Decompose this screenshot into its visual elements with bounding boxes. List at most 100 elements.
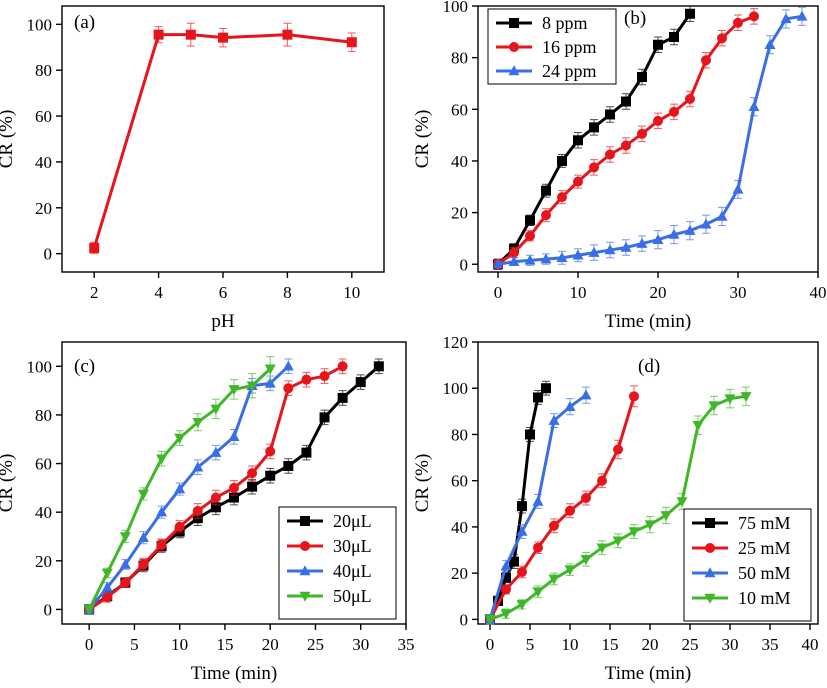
data-point — [525, 429, 535, 440]
data-point — [516, 600, 528, 611]
data-point — [604, 244, 616, 255]
x-tick-label: 30 — [352, 635, 369, 654]
x-tick-label: 0 — [486, 635, 495, 654]
legend-marker — [300, 516, 310, 526]
data-point — [246, 381, 258, 392]
panel-label: (b) — [624, 8, 646, 29]
data-point — [692, 420, 704, 431]
data-point — [733, 17, 743, 28]
data-point — [668, 228, 680, 239]
data-point — [319, 412, 330, 423]
data-point — [524, 254, 536, 265]
x-tick-label: 25 — [682, 635, 699, 654]
legend-marker — [705, 518, 715, 528]
legend-marker — [299, 591, 311, 602]
data-point — [102, 592, 113, 603]
data-point — [573, 135, 583, 146]
data-point — [596, 543, 608, 554]
data-point — [508, 255, 520, 266]
data-point — [581, 493, 591, 504]
data-point — [210, 446, 222, 457]
data-point — [153, 29, 164, 40]
data-point — [337, 361, 348, 372]
data-point — [156, 454, 168, 465]
data-point — [346, 37, 357, 48]
x-tick-label: 0 — [494, 283, 503, 302]
y-axis-label: CR (%) — [412, 110, 433, 169]
data-point — [319, 371, 330, 382]
data-point — [637, 128, 647, 139]
legend-marker — [704, 567, 716, 578]
data-point — [533, 392, 543, 403]
data-point — [283, 460, 294, 471]
y-tick-label: 100 — [443, 0, 469, 16]
data-point — [337, 392, 348, 403]
data-point — [764, 38, 776, 49]
data-point — [629, 391, 639, 402]
data-point — [500, 560, 512, 571]
data-point — [717, 33, 727, 44]
data-point — [556, 252, 568, 263]
x-tick-label: 15 — [216, 635, 233, 654]
y-tick-label: 80 — [451, 425, 468, 444]
data-point — [724, 394, 736, 405]
y-tick-label: 60 — [451, 472, 468, 491]
legend-marker — [509, 18, 519, 28]
data-point — [484, 615, 496, 626]
y-tick-label: 0 — [460, 255, 469, 274]
data-point — [597, 475, 607, 486]
data-point — [541, 210, 551, 221]
x-tick-label: 20 — [650, 283, 667, 302]
data-point — [373, 361, 384, 372]
plot-frame — [477, 5, 819, 273]
data-point — [500, 609, 512, 620]
legend-entry: 8 ppm — [542, 13, 588, 33]
data-point — [541, 383, 551, 394]
data-point — [192, 461, 204, 472]
legend-entry: 50 mM — [738, 563, 791, 583]
x-tick-label: 5 — [526, 635, 535, 654]
y-tick-label: 100 — [27, 357, 53, 376]
legend-marker — [508, 65, 520, 76]
data-point — [228, 385, 240, 396]
data-point — [174, 483, 186, 494]
legend-box — [278, 506, 397, 620]
data-point — [355, 377, 366, 388]
legend: 20μL 30μL 40μL 50μL — [278, 506, 397, 620]
data-point — [210, 492, 221, 503]
data-point — [156, 539, 167, 550]
data-point — [565, 505, 575, 516]
data-point — [676, 497, 688, 508]
x-tick-label: 40 — [810, 283, 827, 302]
data-point — [525, 230, 535, 241]
x-tick-label: 35 — [762, 635, 779, 654]
data-point — [282, 360, 294, 371]
data-point — [185, 29, 196, 40]
legend-entry: 25 mM — [738, 538, 791, 558]
legend-marker — [300, 541, 310, 551]
data-point — [192, 417, 204, 428]
series-cr — [89, 22, 357, 255]
data-point — [228, 431, 240, 442]
data-point — [636, 237, 648, 248]
data-point — [653, 115, 663, 126]
data-point — [492, 258, 504, 269]
data-point — [701, 55, 711, 66]
x-tick-label: 15 — [602, 635, 619, 654]
x-axis-label: Time (min) — [605, 311, 691, 332]
data-point — [652, 233, 664, 244]
data-point — [210, 404, 222, 415]
data-point — [137, 531, 149, 542]
data-point — [192, 505, 203, 516]
data-point — [89, 242, 100, 253]
data-point — [716, 210, 728, 221]
x-axis-label: Time (min) — [605, 663, 691, 684]
y-tick-label: 20 — [35, 552, 52, 571]
y-tick-label: 20 — [451, 564, 468, 583]
panel-label: (d) — [638, 356, 660, 377]
y-tick-label: 40 — [451, 518, 468, 537]
legend-entry: 20μL — [333, 511, 372, 531]
y-axis-label: CR (%) — [0, 454, 17, 513]
legend-marker — [705, 543, 715, 553]
data-point — [517, 566, 527, 577]
